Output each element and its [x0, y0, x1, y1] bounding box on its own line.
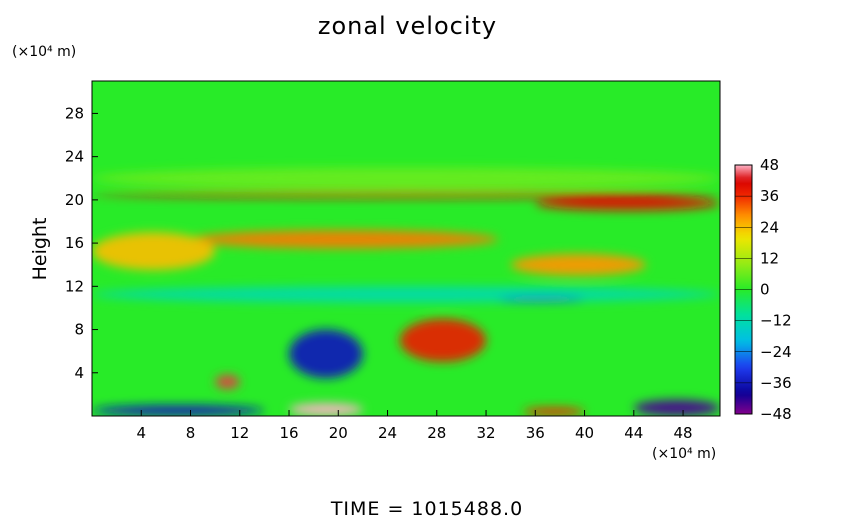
x-tick-label: 40: [575, 424, 594, 442]
colorbar-tick-label: 24: [760, 218, 779, 236]
y-tick-label: 20: [65, 191, 84, 209]
y-tick-label: 16: [65, 234, 84, 252]
x-tick-label: 32: [476, 424, 495, 442]
colorbar-tick-label: 0: [760, 281, 770, 299]
colorbar-tick-label: −36: [760, 374, 792, 392]
heatmap-feature-12: [522, 407, 585, 416]
heatmap-feature-1: [535, 196, 720, 211]
heatmap-feature-9: [289, 329, 363, 379]
heatmap-feature-2: [190, 230, 499, 249]
y-tick-label: 8: [74, 321, 84, 339]
colorbar-tick-label: 48: [760, 156, 779, 174]
heatmap-feature-11: [289, 403, 363, 416]
heatmap-feature-14: [633, 399, 720, 416]
y-tick-label: 28: [65, 104, 84, 122]
x-tick-label: 24: [378, 424, 397, 442]
x-tick-label: 12: [230, 424, 249, 442]
x-tick-label: 16: [279, 424, 298, 442]
y-tick-label: 12: [65, 277, 84, 295]
heatmap-feature-8: [399, 318, 487, 362]
heatmap-feature-13: [92, 405, 265, 416]
x-tick-label: 8: [186, 424, 196, 442]
time-label: TIME = 1015488.0: [330, 498, 524, 520]
colorbar-tick-label: 36: [760, 187, 779, 205]
x-tick-label: 28: [427, 424, 446, 442]
heatmap-feature-3: [92, 232, 216, 271]
chart-title: zonal velocity: [317, 12, 498, 40]
x-tick-label: 20: [329, 424, 348, 442]
y-tick-label: 4: [74, 364, 84, 382]
heatmap-feature-6: [92, 286, 720, 303]
colorbar-tick-label: 12: [760, 249, 779, 267]
heatmap-feature-4: [510, 253, 647, 276]
x-tick-label: 36: [526, 424, 545, 442]
heatmap-plot-area: [92, 81, 720, 416]
y-axis-unit: (×10⁴ m): [12, 44, 77, 60]
colorbar: 48 36 24 12 0 −12 −24 −36 −48: [734, 156, 792, 423]
heatmap-feature-0: [92, 192, 720, 198]
x-tick-label: 48: [674, 424, 693, 442]
heatmap-feature-5: [92, 167, 720, 190]
heatmap-feature-7: [498, 297, 585, 302]
y-tick-label: 24: [65, 148, 84, 166]
colorbar-tick-label: −48: [760, 405, 792, 423]
colorbar-tick-label: −24: [760, 343, 792, 361]
x-axis-unit: (×10⁴ m): [652, 446, 717, 462]
x-tick-label: 4: [136, 424, 146, 442]
colorbar-tick-label: −12: [760, 312, 792, 330]
heatmap-feature-10: [215, 374, 240, 389]
x-tick-label: 44: [624, 424, 643, 442]
plot-frame: [91, 80, 721, 417]
